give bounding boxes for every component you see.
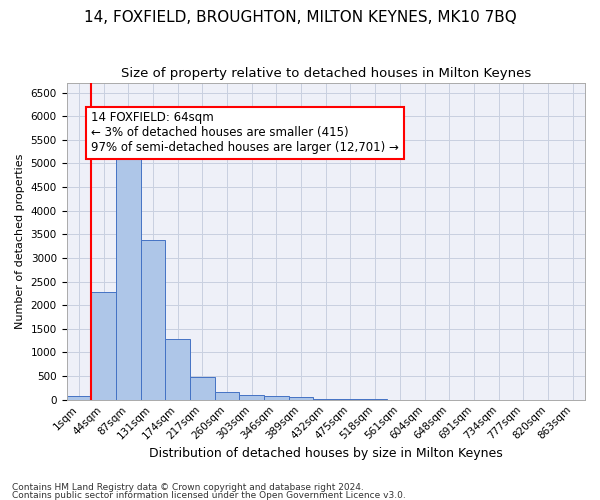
Text: Contains public sector information licensed under the Open Government Licence v3: Contains public sector information licen… (12, 491, 406, 500)
Bar (190, 377, 215, 400)
Bar (91, 292, 116, 400)
Bar (67, 396, 91, 400)
Text: 14 FOXFIELD: 64sqm
← 3% of detached houses are smaller (415)
97% of semi-detache: 14 FOXFIELD: 64sqm ← 3% of detached hous… (91, 112, 399, 154)
Bar (239, 396, 264, 400)
Bar (165, 339, 190, 400)
Bar (264, 396, 289, 400)
Y-axis label: Number of detached properties: Number of detached properties (15, 154, 25, 329)
Bar (116, 144, 140, 400)
Text: 14, FOXFIELD, BROUGHTON, MILTON KEYNES, MK10 7BQ: 14, FOXFIELD, BROUGHTON, MILTON KEYNES, … (83, 10, 517, 25)
X-axis label: Distribution of detached houses by size in Milton Keynes: Distribution of detached houses by size … (149, 447, 503, 460)
Bar (140, 240, 165, 400)
Text: Contains HM Land Registry data © Crown copyright and database right 2024.: Contains HM Land Registry data © Crown c… (12, 484, 364, 492)
Bar (313, 399, 338, 400)
Bar (289, 397, 313, 400)
Bar (215, 392, 239, 400)
Title: Size of property relative to detached houses in Milton Keynes: Size of property relative to detached ho… (121, 68, 531, 80)
